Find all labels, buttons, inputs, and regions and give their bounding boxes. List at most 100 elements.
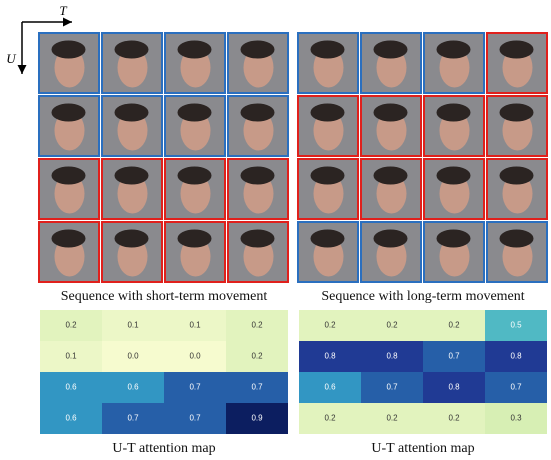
face-frame: [361, 159, 421, 219]
hair: [500, 230, 534, 248]
heat-value: 0.1: [189, 321, 201, 330]
face-frame: [228, 96, 288, 156]
hair: [374, 104, 408, 122]
face-frame: [165, 159, 225, 219]
hair: [437, 167, 471, 185]
hair: [374, 41, 408, 59]
face-frame: [298, 96, 358, 156]
heat-value: 0.8: [386, 352, 398, 361]
hair: [178, 104, 212, 122]
heat-value: 0.5: [510, 321, 522, 330]
heat-value: 0.8: [510, 352, 522, 361]
heat-value: 0.1: [65, 352, 77, 361]
face-frame: [165, 96, 225, 156]
face-frame: [298, 159, 358, 219]
hair: [178, 230, 212, 248]
face-frame: [424, 33, 484, 93]
caption: Sequence with short-term movement: [61, 289, 268, 304]
hair: [115, 104, 149, 122]
hair: [311, 41, 345, 59]
heat-value: 0.9: [251, 414, 263, 423]
hair: [52, 167, 86, 185]
map-caption: U-T attention map: [371, 441, 474, 456]
heat-value: 0.7: [386, 383, 398, 392]
heat-value: 0.2: [386, 414, 398, 423]
hair: [311, 104, 345, 122]
u-label: U: [6, 51, 17, 66]
hair: [178, 41, 212, 59]
face-frame: [298, 222, 358, 282]
face-frame: [487, 96, 547, 156]
face-frame: [228, 33, 288, 93]
face-frame: [39, 222, 99, 282]
t-label: T: [59, 3, 67, 18]
heat-value: 0.2: [324, 414, 336, 423]
face-frame: [102, 33, 162, 93]
face-frame: [165, 33, 225, 93]
heat-value: 0.3: [510, 414, 522, 423]
heat-value: 0.7: [189, 383, 201, 392]
heat-value: 0.2: [251, 321, 263, 330]
face-frame: [487, 222, 547, 282]
heat-value: 0.2: [448, 321, 460, 330]
face-frame: [102, 96, 162, 156]
face-frame: [361, 33, 421, 93]
heat-value: 0.6: [65, 414, 77, 423]
heat-value: 0.0: [189, 352, 201, 361]
hair: [241, 167, 275, 185]
hair: [178, 167, 212, 185]
hair: [115, 230, 149, 248]
hair: [241, 41, 275, 59]
figure: T U Sequence with short-term movement 0.2…: [0, 0, 551, 460]
face-frame: [487, 33, 547, 93]
face-frame: [102, 159, 162, 219]
hair: [52, 41, 86, 59]
face-frame: [298, 33, 358, 93]
hair: [374, 230, 408, 248]
hair: [500, 41, 534, 59]
hair: [52, 104, 86, 122]
face-frame: [39, 159, 99, 219]
hair: [52, 230, 86, 248]
face-frame: [361, 96, 421, 156]
hair: [500, 104, 534, 122]
heat-value: 0.2: [251, 352, 263, 361]
heat-value: 0.0: [127, 352, 139, 361]
heat-value: 0.7: [251, 383, 263, 392]
heat-value: 0.2: [65, 321, 77, 330]
hair: [241, 104, 275, 122]
face-frame: [424, 96, 484, 156]
face-frame: [228, 159, 288, 219]
heat-value: 0.7: [448, 352, 460, 361]
hair: [115, 167, 149, 185]
hair: [500, 167, 534, 185]
hair: [311, 230, 345, 248]
map-caption: U-T attention map: [112, 441, 215, 456]
hair: [437, 41, 471, 59]
heat-value: 0.8: [324, 352, 336, 361]
heat-value: 0.6: [324, 383, 336, 392]
face-frame: [487, 159, 547, 219]
hair: [437, 230, 471, 248]
caption: Sequence with long-term movement: [321, 289, 524, 304]
face-frame: [39, 96, 99, 156]
heat-value: 0.7: [510, 383, 522, 392]
heat-value: 0.6: [127, 383, 139, 392]
heat-value: 0.7: [127, 414, 139, 423]
face-frame: [39, 33, 99, 93]
heat-value: 0.1: [127, 321, 139, 330]
face-frame: [228, 222, 288, 282]
hair: [374, 167, 408, 185]
hair: [115, 41, 149, 59]
face-frame: [424, 159, 484, 219]
face-frame: [361, 222, 421, 282]
hair: [241, 230, 275, 248]
hair: [311, 167, 345, 185]
hair: [437, 104, 471, 122]
heat-value: 0.2: [386, 321, 398, 330]
face-frame: [424, 222, 484, 282]
face-frame: [165, 222, 225, 282]
heat-value: 0.8: [448, 383, 460, 392]
heat-value: 0.2: [324, 321, 336, 330]
heat-value: 0.6: [65, 383, 77, 392]
